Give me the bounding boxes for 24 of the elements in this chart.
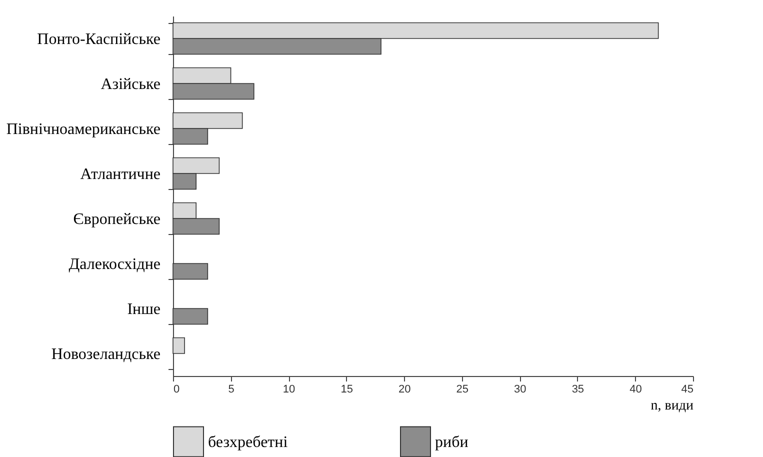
x-tick-label: 0: [174, 384, 180, 396]
y-tick-label: Північноамериканське: [6, 121, 160, 138]
x-tick-label: 25: [456, 384, 469, 396]
x-tick-label: 10: [282, 384, 296, 396]
bar: [172, 263, 208, 280]
x-tick-label: 20: [398, 384, 411, 396]
legend-label: риби: [435, 434, 469, 451]
x-axis-title: n, види: [650, 398, 694, 414]
y-tick-label: Далекосхідне: [68, 256, 160, 273]
y-tick-label: Новозеландське: [51, 346, 160, 363]
x-tick-label: 35: [572, 384, 584, 396]
x-tick-label: 45: [681, 384, 694, 396]
x-tick-label: 5: [228, 384, 234, 396]
bar: [172, 308, 208, 325]
x-tick-label: 15: [340, 384, 353, 396]
bar: [172, 337, 185, 354]
y-tick-label: Азійське: [100, 76, 160, 93]
legend-label: безхребетні: [208, 434, 288, 451]
y-tick-label: Європейське: [73, 211, 160, 228]
y-tick-label: Атлантичне: [80, 166, 160, 183]
x-tick-label: 40: [630, 384, 642, 396]
y-tick-label: Понто-Каспійське: [37, 31, 160, 48]
y-tick-label: Інше: [127, 301, 160, 318]
x-tick-label: 30: [514, 384, 526, 396]
